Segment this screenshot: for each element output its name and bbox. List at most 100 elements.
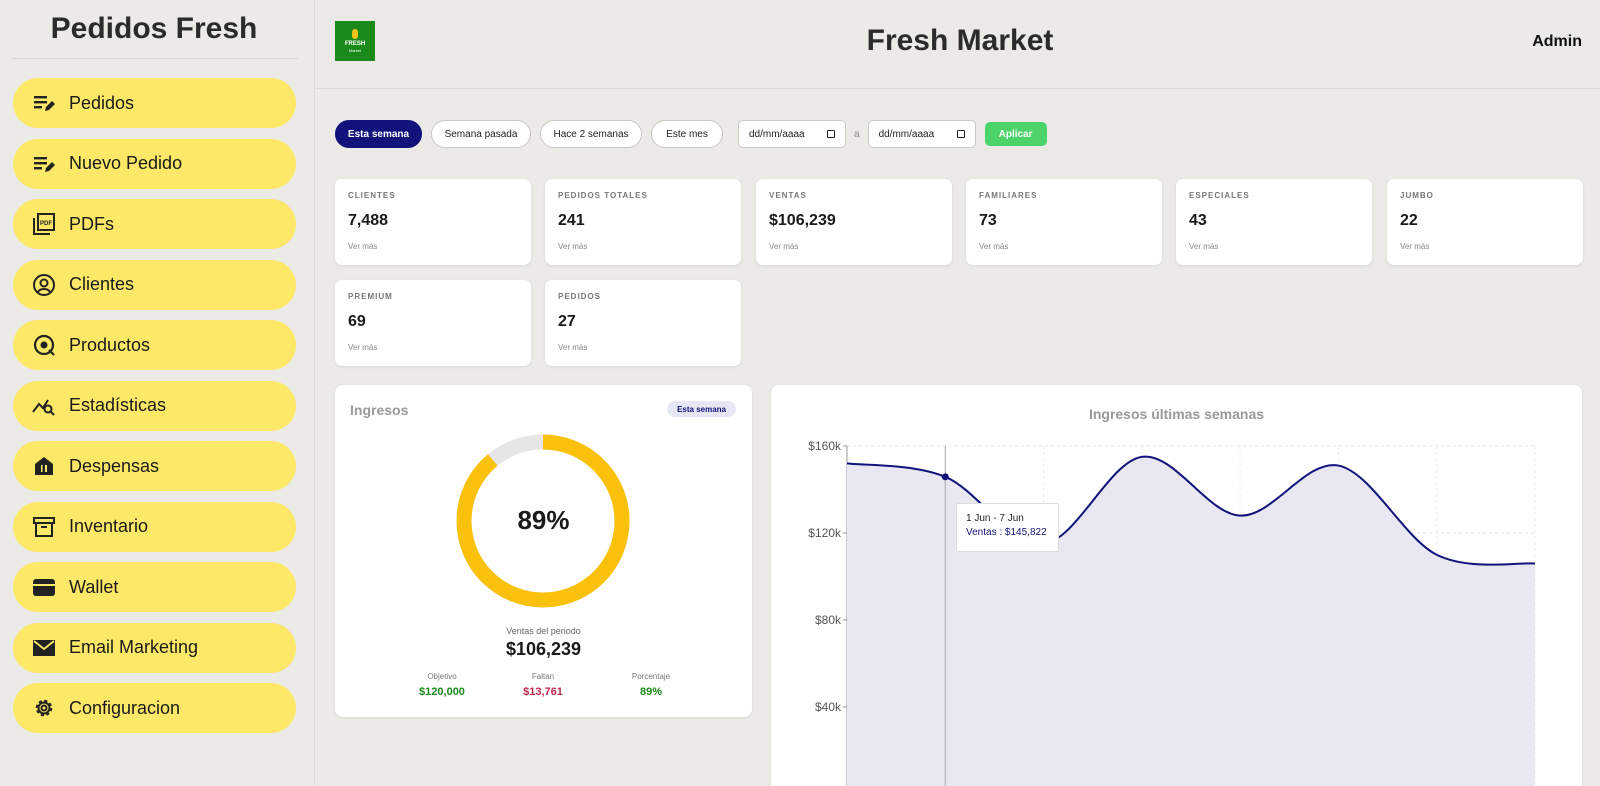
see-more-link[interactable]: Ver más [1400,242,1430,251]
filter-two-weeks-ago[interactable]: Hace 2 semanas [540,120,642,148]
metric-faltan: Faltan $13,761 [493,672,593,698]
metric-value: 89% [639,686,663,698]
date-from-placeholder: dd/mm/aaaa [749,128,805,140]
sidebar: Pedidos Fresh Pedidos Nuevo Pedido PDF P… [0,0,315,786]
archive-icon [31,514,57,540]
progress-percent: 89% [517,505,570,535]
stat-label: VENTAS [769,191,807,200]
stat-label: PEDIDOS [558,292,602,301]
period-badge: Esta semana [667,401,736,417]
stat-card-familiares: FAMILIARES 73 Ver más [966,179,1162,265]
stat-card-pedidos-totales: PEDIDOS TOTALES 241 Ver más [545,179,741,265]
gear-icon [31,695,57,721]
income-panel: Ingresos Esta semana 89% Ventas del peri… [335,385,752,717]
y-tick-label: $80k [815,613,842,627]
see-more-link[interactable]: Ver más [979,242,1009,251]
mail-icon [31,635,57,661]
sidebar-item-label: Clientes [69,274,135,294]
user-menu[interactable]: Admin [1532,33,1582,50]
sidebar-item-estadisticas[interactable]: Estadísticas [13,380,296,431]
filter-this-week[interactable]: Esta semana [335,120,422,148]
sidebar-item-label: Pedidos [69,92,135,113]
sidebar-item-label: Nuevo Pedido [69,153,183,173]
sidebar-item-label: Email Marketing [69,637,199,657]
stat-label: PEDIDOS TOTALES [558,191,648,200]
stat-card-ventas: VENTAS $106,239 Ver más [756,179,952,265]
y-tick-label: $160k [808,439,842,453]
filter-this-month[interactable]: Este mes [651,120,723,148]
data-point[interactable] [941,473,949,481]
stat-value: 27 [558,313,576,330]
edit-list-icon [31,151,57,177]
user-circle-icon [31,272,57,298]
metric-value: $13,761 [523,686,563,698]
stat-value: $106,239 [769,212,836,229]
metric-objetivo: Objetivo $120,000 [392,672,492,698]
y-tick-label: $120k [808,526,842,540]
stat-label: CLIENTES [348,191,396,200]
date-to-input[interactable]: dd/mm/aaaa [867,120,976,148]
stat-card-especiales: ESPECIALES 43 Ver más [1176,179,1372,265]
calendar-icon[interactable] [956,130,965,138]
sidebar-item-clientes[interactable]: Clientes [13,259,296,310]
y-tick-label: $40k [815,700,842,714]
metric-label: Porcentaje [631,672,671,681]
sidebar-item-label: Configuracion [69,697,181,718]
metric-label: Objetivo [427,672,457,681]
income-weeks-chart-panel: Ingresos últimas semanas $160k $120k $80k $… [771,385,1582,786]
sidebar-item-despensas[interactable]: Despensas [13,441,296,491]
see-more-link[interactable]: Ver más [348,343,378,352]
edit-list-icon [31,90,57,116]
apply-button[interactable]: Aplicar [984,122,1047,146]
stat-label: ESPECIALES [1189,191,1250,200]
wallet-icon [31,574,57,600]
sales-value: $106,239 [505,639,582,659]
divider [12,58,298,59]
stat-value: 22 [1400,212,1418,229]
sidebar-item-pedidos[interactable]: Pedidos [13,78,296,128]
sidebar-item-label: Inventario [69,516,149,536]
tooltip-period: 1 Jun - 7 Jun [966,513,1024,524]
stat-value: 73 [979,212,997,229]
metric-porcentaje: Porcentaje 89% [601,672,701,698]
svg-text:PDF: PDF [40,221,52,227]
sidebar-item-productos[interactable]: Productos [13,320,296,370]
top-header: FRESH Market Fresh Market Admin [315,0,1600,89]
area-fill [847,456,1535,786]
sidebar-item-wallet[interactable]: Wallet [13,562,296,612]
logo-subtext: Market [348,48,362,53]
stat-card-pedidos: PEDIDOS 27 Ver más [545,280,741,366]
sidebar-item-nuevo-pedido[interactable]: Nuevo Pedido [13,138,296,189]
see-more-link[interactable]: Ver más [348,242,378,251]
calendar-icon[interactable] [827,130,835,138]
stat-card-clientes: CLIENTES 7,488 Ver más [335,179,531,265]
chart-title: Ingresos últimas semanas [1088,406,1265,422]
sidebar-item-inventario[interactable]: Inventario [13,501,296,552]
stat-label: PREMIUM [348,292,393,301]
see-more-link[interactable]: Ver más [769,242,799,251]
sidebar-nav: Pedidos Nuevo Pedido PDF PDFs Clientes P… [13,78,296,744]
sidebar-item-label: Wallet [69,576,119,597]
series-line [846,455,1536,566]
filter-last-week[interactable]: Semana pasada [431,120,531,148]
metric-value: $120,000 [419,686,465,698]
date-separator: a [854,128,860,140]
donut-progress [456,434,630,608]
stat-label: JUMBO [1400,191,1434,200]
income-title: Ingresos [350,402,409,418]
date-to-placeholder: dd/mm/aaaa [878,128,935,140]
sidebar-item-email-marketing[interactable]: Email Marketing [13,622,296,673]
see-more-link[interactable]: Ver más [1189,242,1219,251]
sidebar-item-configuracion[interactable]: Configuracion [13,683,296,733]
sidebar-item-pdfs[interactable]: PDF PDFs [13,199,296,249]
income-area-chart[interactable]: $160k $120k $80k $40k [771,385,1582,786]
see-more-link[interactable]: Ver más [558,343,588,352]
stat-value: 7,488 [348,212,389,229]
see-more-link[interactable]: Ver más [558,242,588,251]
tooltip-value: Ventas : $145,822 [966,527,1047,538]
logo[interactable]: FRESH Market [335,21,375,61]
chart-tooltip: 1 Jun - 7 Jun Ventas : $145,822 [956,503,1059,552]
date-from-input[interactable]: dd/mm/aaaa [738,120,846,148]
pantry-icon [31,453,57,479]
pineapple-icon [352,29,358,39]
